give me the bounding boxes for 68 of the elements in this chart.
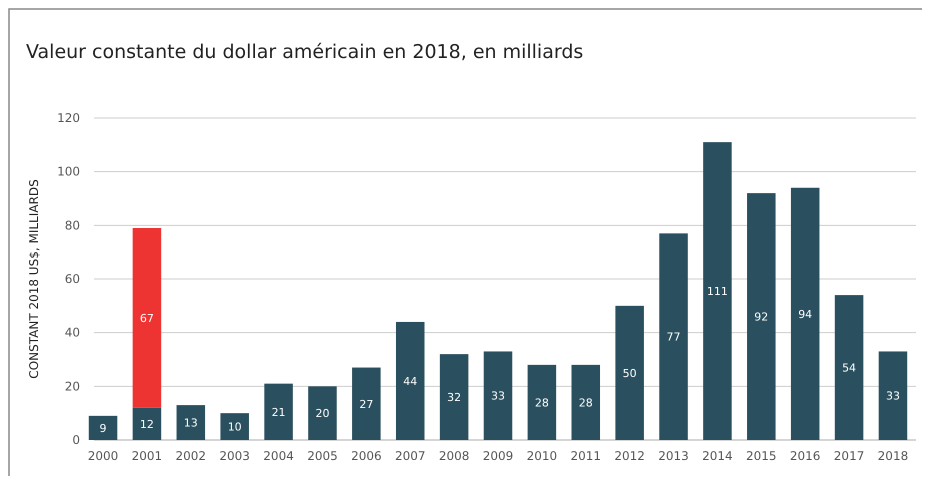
bar [220, 413, 249, 440]
data-label: 44 [403, 374, 418, 388]
bar [132, 228, 162, 408]
bar [703, 142, 732, 440]
bar [176, 405, 206, 440]
bar [396, 322, 424, 440]
bar [615, 306, 644, 440]
data-label: 54 [842, 362, 856, 375]
bar [747, 193, 776, 440]
bar [308, 386, 337, 440]
x-tick-label: 2012 [614, 449, 645, 463]
data-label: 28 [534, 396, 549, 410]
bar [878, 351, 908, 440]
bar [484, 351, 512, 440]
data-label: 94 [798, 308, 812, 321]
x-tick-label: 2000 [88, 449, 118, 463]
data-label: 28 [578, 396, 593, 410]
bar [790, 188, 820, 440]
y-tick-label: 80 [64, 218, 80, 232]
x-tick-label: 2018 [878, 449, 908, 463]
data-label: 12 [140, 418, 154, 431]
y-tick-label: 0 [72, 433, 80, 447]
x-tick-label: 2011 [570, 449, 602, 463]
x-tick-label: 2017 [834, 449, 864, 463]
x-tick-label: 2006 [351, 449, 382, 463]
x-tick-label: 2002 [176, 449, 206, 463]
x-tick-label: 2007 [394, 449, 426, 463]
bar [659, 233, 688, 440]
x-tick-label: 2010 [526, 449, 558, 463]
x-tick-label: 2001 [132, 449, 162, 463]
bar [264, 384, 293, 440]
data-label: 32 [447, 391, 462, 404]
x-tick-label: 2009 [482, 449, 514, 463]
data-label: 10 [228, 420, 242, 434]
data-label: 9 [100, 422, 107, 435]
x-tick-label: 2016 [790, 449, 820, 463]
x-tick-label: 2008 [438, 449, 470, 463]
bar [352, 368, 381, 440]
x-tick-label: 2004 [263, 449, 294, 463]
data-label: 20 [315, 407, 330, 420]
x-tick-label: 2014 [702, 449, 733, 463]
data-label: 77 [666, 330, 681, 344]
data-label: 33 [886, 390, 900, 403]
data-label: 67 [140, 312, 154, 325]
y-tick-label: 20 [64, 379, 80, 394]
data-label: 21 [272, 406, 286, 419]
bar [440, 354, 468, 440]
data-label: 111 [706, 285, 728, 298]
x-tick-label: 2013 [658, 449, 689, 463]
data-label: 27 [359, 398, 374, 411]
bar [88, 416, 118, 440]
x-tick-label: 2015 [746, 449, 777, 463]
data-label: 13 [184, 416, 198, 430]
x-tick-label: 2005 [307, 449, 338, 463]
bar [572, 364, 600, 440]
bar [132, 408, 162, 440]
x-tick-label: 2003 [219, 449, 250, 463]
chart-title: Valeur constante du dollar américain en 2018, en milliards [26, 41, 584, 63]
y-axis-title: CONSTANT 2018 US$, MILLIARDS [27, 179, 41, 379]
data-label: 92 [754, 310, 768, 324]
y-tick-label: 120 [57, 111, 80, 125]
bar [528, 364, 556, 440]
y-tick-label: 40 [64, 326, 80, 340]
data-label: 50 [622, 366, 637, 380]
bar [834, 295, 864, 440]
data-label: 33 [491, 390, 505, 403]
y-tick-label: 100 [57, 164, 80, 179]
y-tick-label: 60 [64, 272, 80, 286]
